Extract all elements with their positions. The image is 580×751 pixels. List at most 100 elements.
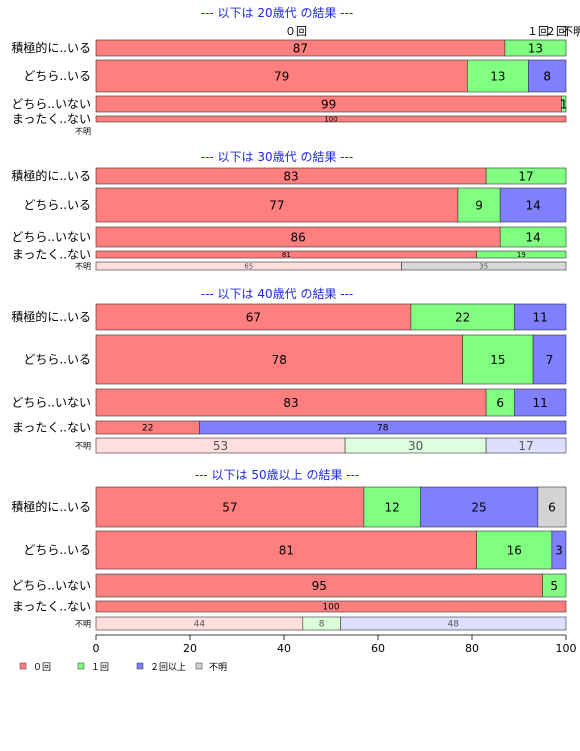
data-label: 15 <box>490 353 505 367</box>
category-label: どちら..いる <box>23 543 91 557</box>
category-label: どちら..いない <box>11 579 91 593</box>
category-label: 不明 <box>75 127 91 136</box>
bar-row: どちら..いない 86 14 <box>11 226 567 248</box>
data-label: 44 <box>194 620 206 630</box>
data-label: 11 <box>533 396 548 410</box>
data-label: 17 <box>518 439 533 453</box>
category-label: どちら..いない <box>11 230 91 244</box>
bar-segment <box>476 530 553 570</box>
data-label: 78 <box>377 424 389 434</box>
data-label: 1 <box>560 97 568 111</box>
bar-row: 積極的に..いる 67 22 11 <box>11 303 567 331</box>
data-label: 87 <box>293 41 308 55</box>
category-label: どちら..いる <box>23 353 91 367</box>
bar-segment <box>532 334 567 385</box>
data-label: 8 <box>319 620 325 630</box>
bar-row: 不明 44 8 48 <box>75 616 567 631</box>
x-tick-label: 20 <box>183 642 197 655</box>
bar-segment <box>513 388 567 417</box>
bar-row: どちら..いない 99 1 <box>11 95 568 113</box>
category-label: まったく..ない <box>12 112 91 126</box>
data-label: 48 <box>447 620 459 630</box>
data-label: 12 <box>384 500 399 514</box>
data-label: 65 <box>244 263 253 271</box>
bar-row: どちら..いる 77 9 14 <box>23 187 567 223</box>
legend-label: ２回以上 <box>150 662 186 673</box>
top-legend-label: ０回 <box>285 25 307 38</box>
bar-segment <box>363 486 421 528</box>
data-label: 57 <box>222 500 237 514</box>
bar-segment <box>485 167 567 185</box>
x-tick-label: 80 <box>465 642 479 655</box>
category-label: 不明 <box>75 262 91 271</box>
bar-segment <box>560 95 567 113</box>
data-label: 13 <box>528 41 543 55</box>
category-label: 積極的に..いる <box>11 40 91 55</box>
data-label: 22 <box>455 310 470 324</box>
data-label: 19 <box>517 251 526 259</box>
panel-4: --- 以下は 50歳以上 の結果 --- 積極的に..いる 57 12 25 6 どちら.… <box>11 468 567 631</box>
bar-segment <box>466 59 529 93</box>
bar-segment <box>551 530 567 570</box>
panel-title: --- 以下は 50歳以上 の結果 --- <box>195 468 360 482</box>
data-label: 17 <box>518 169 533 183</box>
bar-segment <box>457 187 501 223</box>
panel-3: --- 以下は 40歳代 の結果 ---積極的に..いる 67 22 11どちら..い… <box>11 287 567 454</box>
data-label: 3 <box>555 543 563 557</box>
bar-segment <box>340 616 567 631</box>
bar-row: 積極的に..いる 83 17 <box>11 167 567 185</box>
top-legend-label: 不明 <box>562 25 580 38</box>
data-label: 100 <box>324 116 337 124</box>
category-label: 積極的に..いる <box>11 309 91 324</box>
category-label: まったく..ない <box>12 248 91 262</box>
data-label: 9 <box>475 198 483 212</box>
data-label: 8 <box>543 69 551 83</box>
bar-row: 不明 53 30 17 <box>75 437 567 454</box>
data-label: 78 <box>272 353 287 367</box>
legend-swatch <box>195 662 203 670</box>
bar-row: どちら..いない 83 6 11 <box>11 388 567 417</box>
category-label: まったく..ない <box>12 421 91 435</box>
category-label: 不明 <box>75 442 91 451</box>
bar-row: まったく..ない 100 <box>12 112 567 126</box>
legend-label: 不明 <box>209 662 227 673</box>
panel-title: --- 以下は 30歳代 の結果 --- <box>201 150 354 164</box>
data-label: 86 <box>290 230 305 244</box>
bar-segment <box>504 39 567 57</box>
legend-item: ２回以上 <box>136 662 186 673</box>
panel-title: --- 以下は 20歳代 の結果 --- <box>201 6 354 20</box>
data-label: 16 <box>507 543 522 557</box>
data-label: 11 <box>533 310 548 324</box>
data-label: 5 <box>550 579 558 593</box>
category-label: 不明 <box>75 620 91 629</box>
data-label: 7 <box>546 353 554 367</box>
data-label: 35 <box>479 263 488 271</box>
data-label: 25 <box>471 500 486 514</box>
legend-label: ０回 <box>33 662 51 673</box>
legend-swatch <box>77 662 85 670</box>
x-tick-label: 60 <box>371 642 385 655</box>
top-legend-label: １回 <box>527 25 549 38</box>
bar-row: どちら..いる 79 13 8 <box>23 59 567 93</box>
bar-segment <box>537 486 567 528</box>
data-label: 77 <box>269 198 284 212</box>
legend-item: 不明 <box>195 662 227 673</box>
data-label: 99 <box>321 97 336 111</box>
bar-segment <box>95 530 478 570</box>
data-label: 95 <box>312 579 327 593</box>
panel-2: --- 以下は 30歳代 の結果 --- 積極的に..いる 83 17 どちら..いる 7… <box>11 150 567 271</box>
data-label: 6 <box>496 396 504 410</box>
data-label: 81 <box>279 543 294 557</box>
legend-swatch <box>136 662 144 670</box>
data-label: 100 <box>322 603 339 613</box>
bar-segment <box>95 59 468 93</box>
data-label: 67 <box>246 310 261 324</box>
category-label: どちら..いない <box>11 97 91 111</box>
bar-row: 積極的に..いる 57 12 25 6 <box>11 486 567 528</box>
bar-segment <box>95 486 365 528</box>
bar-row: どちら..いる 81 16 3 <box>23 530 567 570</box>
x-tick-label: 0 <box>93 642 100 655</box>
data-label: 6 <box>548 500 556 514</box>
